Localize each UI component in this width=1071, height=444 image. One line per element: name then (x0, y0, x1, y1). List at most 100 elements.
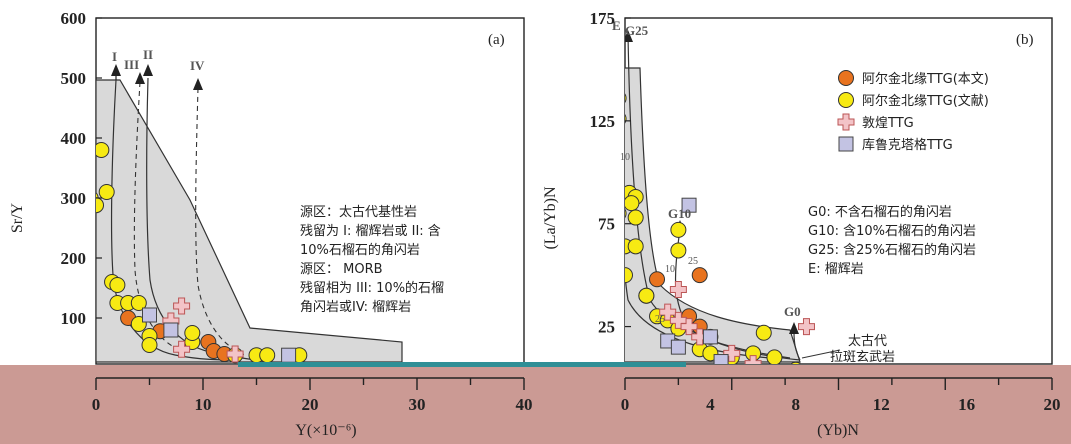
panel-b-curve-label-G25: G25 (625, 23, 649, 38)
panel-b-x-tick-0: 0 (621, 395, 630, 414)
panel-a-annotation-line-4: 残留相为 III: 10%的石榴 (300, 280, 444, 296)
panel-a-point-s3-0 (142, 307, 157, 323)
panel-b-curve-label-G10: G10 (668, 206, 691, 221)
panel-a-point-s2-0 (173, 297, 191, 315)
panel-a-data-points (96, 142, 308, 364)
panel-a-point-s3-1 (163, 322, 179, 338)
panel-a-y-tick-500: 500 (61, 69, 87, 88)
panel-a-x-tick-30: 30 (409, 395, 426, 414)
panel-b-data-points (606, 93, 815, 364)
legend-marker-0 (838, 70, 854, 86)
panel-b-x-tick-16: 16 (958, 395, 975, 414)
tholeiite-label-line-1: 拉斑玄武岩 (830, 350, 895, 365)
panel-a-annotation-line-1: 残留为 I: 榴辉岩或 II: 含 (300, 223, 441, 239)
panel-b-point-s3-3 (702, 329, 718, 345)
x-axis-tick-marks (95, 378, 1053, 390)
panel-a-arrowhead-I (111, 64, 121, 76)
panel-b-curve-label-E: E (612, 18, 621, 33)
panel-a-label: (a) (488, 32, 505, 48)
panel-a-y-tick-300: 300 (61, 189, 87, 208)
panel-a-y-tick-600: 600 (61, 9, 87, 28)
panel-a-x-axis-title: Y(×10⁻⁶) (295, 422, 356, 439)
panel-b-point-s0-1 (649, 271, 666, 288)
legend-label-2: 敦煌TTG (862, 115, 914, 131)
panel-a-point-s1-13 (184, 325, 201, 341)
panel-b-point-s1-0 (625, 93, 627, 104)
panel-a-arrowhead-IV (193, 78, 203, 90)
panel-b-y-tick-75: 75 (598, 215, 615, 234)
panel-b-x-tick-labels: 0 4 8 12 16 20 (621, 395, 1061, 414)
legend-label-3: 库鲁克塔格TTG (862, 137, 953, 153)
panel-a-annotation-line-3: 源区： MORB (300, 262, 383, 277)
panel-a-point-s1-3 (98, 184, 115, 200)
panel-b-point-s0-2 (691, 267, 708, 284)
panel-b-point-s1-11 (625, 267, 633, 284)
overlay-band-accent (238, 362, 686, 367)
legend-marker-2 (837, 113, 855, 131)
panel-b-y-axis-title: (La/Yb)N (542, 186, 559, 250)
panel-b-curve-tick-10b: 10 (665, 264, 675, 275)
panel-b-point-s2-5 (691, 328, 709, 346)
panel-b-legend: 阿尔金北缘TTG(本文) 阿尔金北缘TTG(文献) 敦煌TTG 库鲁克塔格TTG (837, 70, 989, 153)
panel-a-curve-IV (195, 87, 246, 356)
panel-a-point-s1-11 (141, 337, 158, 353)
panel-b-curve-tick-25a: 25 (688, 256, 698, 267)
panel-a-curve-label-I: I (112, 49, 117, 64)
panel-a-adakite-field (96, 79, 403, 363)
panel-a-arrowhead-III (135, 72, 145, 84)
panel-a-point-s1-8 (130, 295, 147, 311)
legend-marker-1 (838, 92, 854, 108)
panel-a-curve-label-III: III (124, 57, 139, 72)
panel-b-point-s2-1 (669, 281, 687, 299)
panel-b-point-s1-22 (790, 361, 802, 364)
panel-a-y-tick-labels: 100 200 300 400 500 600 (61, 9, 102, 328)
legend-label-1: 阿尔金北缘TTG(文献) (862, 93, 989, 109)
panel-a-y-axis-title: Sr/Y (9, 202, 26, 233)
panel-b-point-s1-21 (766, 349, 783, 364)
panel-a-point-s1-0 (96, 142, 110, 158)
tholeiite-label-line-0: 太古代 (848, 334, 887, 349)
panel-b-point-s1-9 (625, 195, 640, 212)
panel-b-point-s1-2 (625, 208, 627, 219)
panel-b-point-s3-2 (670, 339, 686, 355)
panel-a-curve-label-II: II (143, 47, 153, 62)
panel-a-point-s1-2 (96, 197, 104, 214)
panel-b-y-tick-labels: 25 75 125 175 (590, 9, 631, 337)
panel-a-point-s1-16 (259, 347, 276, 364)
panel-b-tholeiite-leader (801, 349, 841, 359)
panel-b-annotation-line-2: G25: 含25%石榴石的角闪岩 (808, 242, 976, 258)
panel-b-point-s2-0 (606, 238, 622, 254)
panel-b-y-tick-175: 175 (590, 9, 616, 28)
panel-b-point-s1-6 (670, 242, 687, 259)
panel-b-x-tick-12: 12 (873, 395, 890, 414)
panel-b-la-yb-plot: E G25 G10 G0 10 10 25 25 (b) 阿尔金北缘TTG(本文… (542, 9, 1053, 365)
panel-a-x-tick-10: 10 (195, 395, 212, 414)
panel-a-point-s3-2 (281, 347, 297, 363)
panel-b-point-s3-0 (681, 197, 697, 213)
panel-b-y-tick-125: 125 (590, 112, 616, 131)
panel-b-curve-tick-25b: 25 (655, 314, 665, 325)
panel-a-x-tick-labels: 0 10 20 30 40 (92, 395, 533, 414)
panel-a-x-tick-0: 0 (92, 395, 101, 414)
panel-a-point-s1-5 (109, 277, 126, 293)
panel-a-curve-label-IV: IV (190, 58, 205, 73)
panel-b-curve-G0 (793, 331, 801, 361)
panel-b-x-tick-4: 4 (706, 395, 715, 414)
panel-a-annotation-line-0: 源区：太古代基性岩 (300, 205, 417, 220)
panel-b-point-s1-5 (670, 221, 687, 238)
overlay-band-fill (0, 365, 1071, 444)
panel-b-point-s2-8 (797, 318, 815, 336)
panel-a-x-tick-40: 40 (516, 395, 533, 414)
panel-a-y-tick-100: 100 (61, 309, 87, 328)
panel-b-y-tick-25: 25 (598, 318, 615, 337)
panel-b-x-axis-title: (Yb)N (817, 422, 859, 439)
panel-b-arrowhead-G25 (625, 30, 633, 42)
panel-a-arrowhead-II (143, 64, 153, 76)
panel-b-x-tick-8: 8 (792, 395, 801, 414)
panel-b-arrowhead-G0 (789, 322, 799, 334)
panel-a-point-s2-2 (173, 340, 191, 358)
panel-a-curve-III (133, 81, 186, 353)
